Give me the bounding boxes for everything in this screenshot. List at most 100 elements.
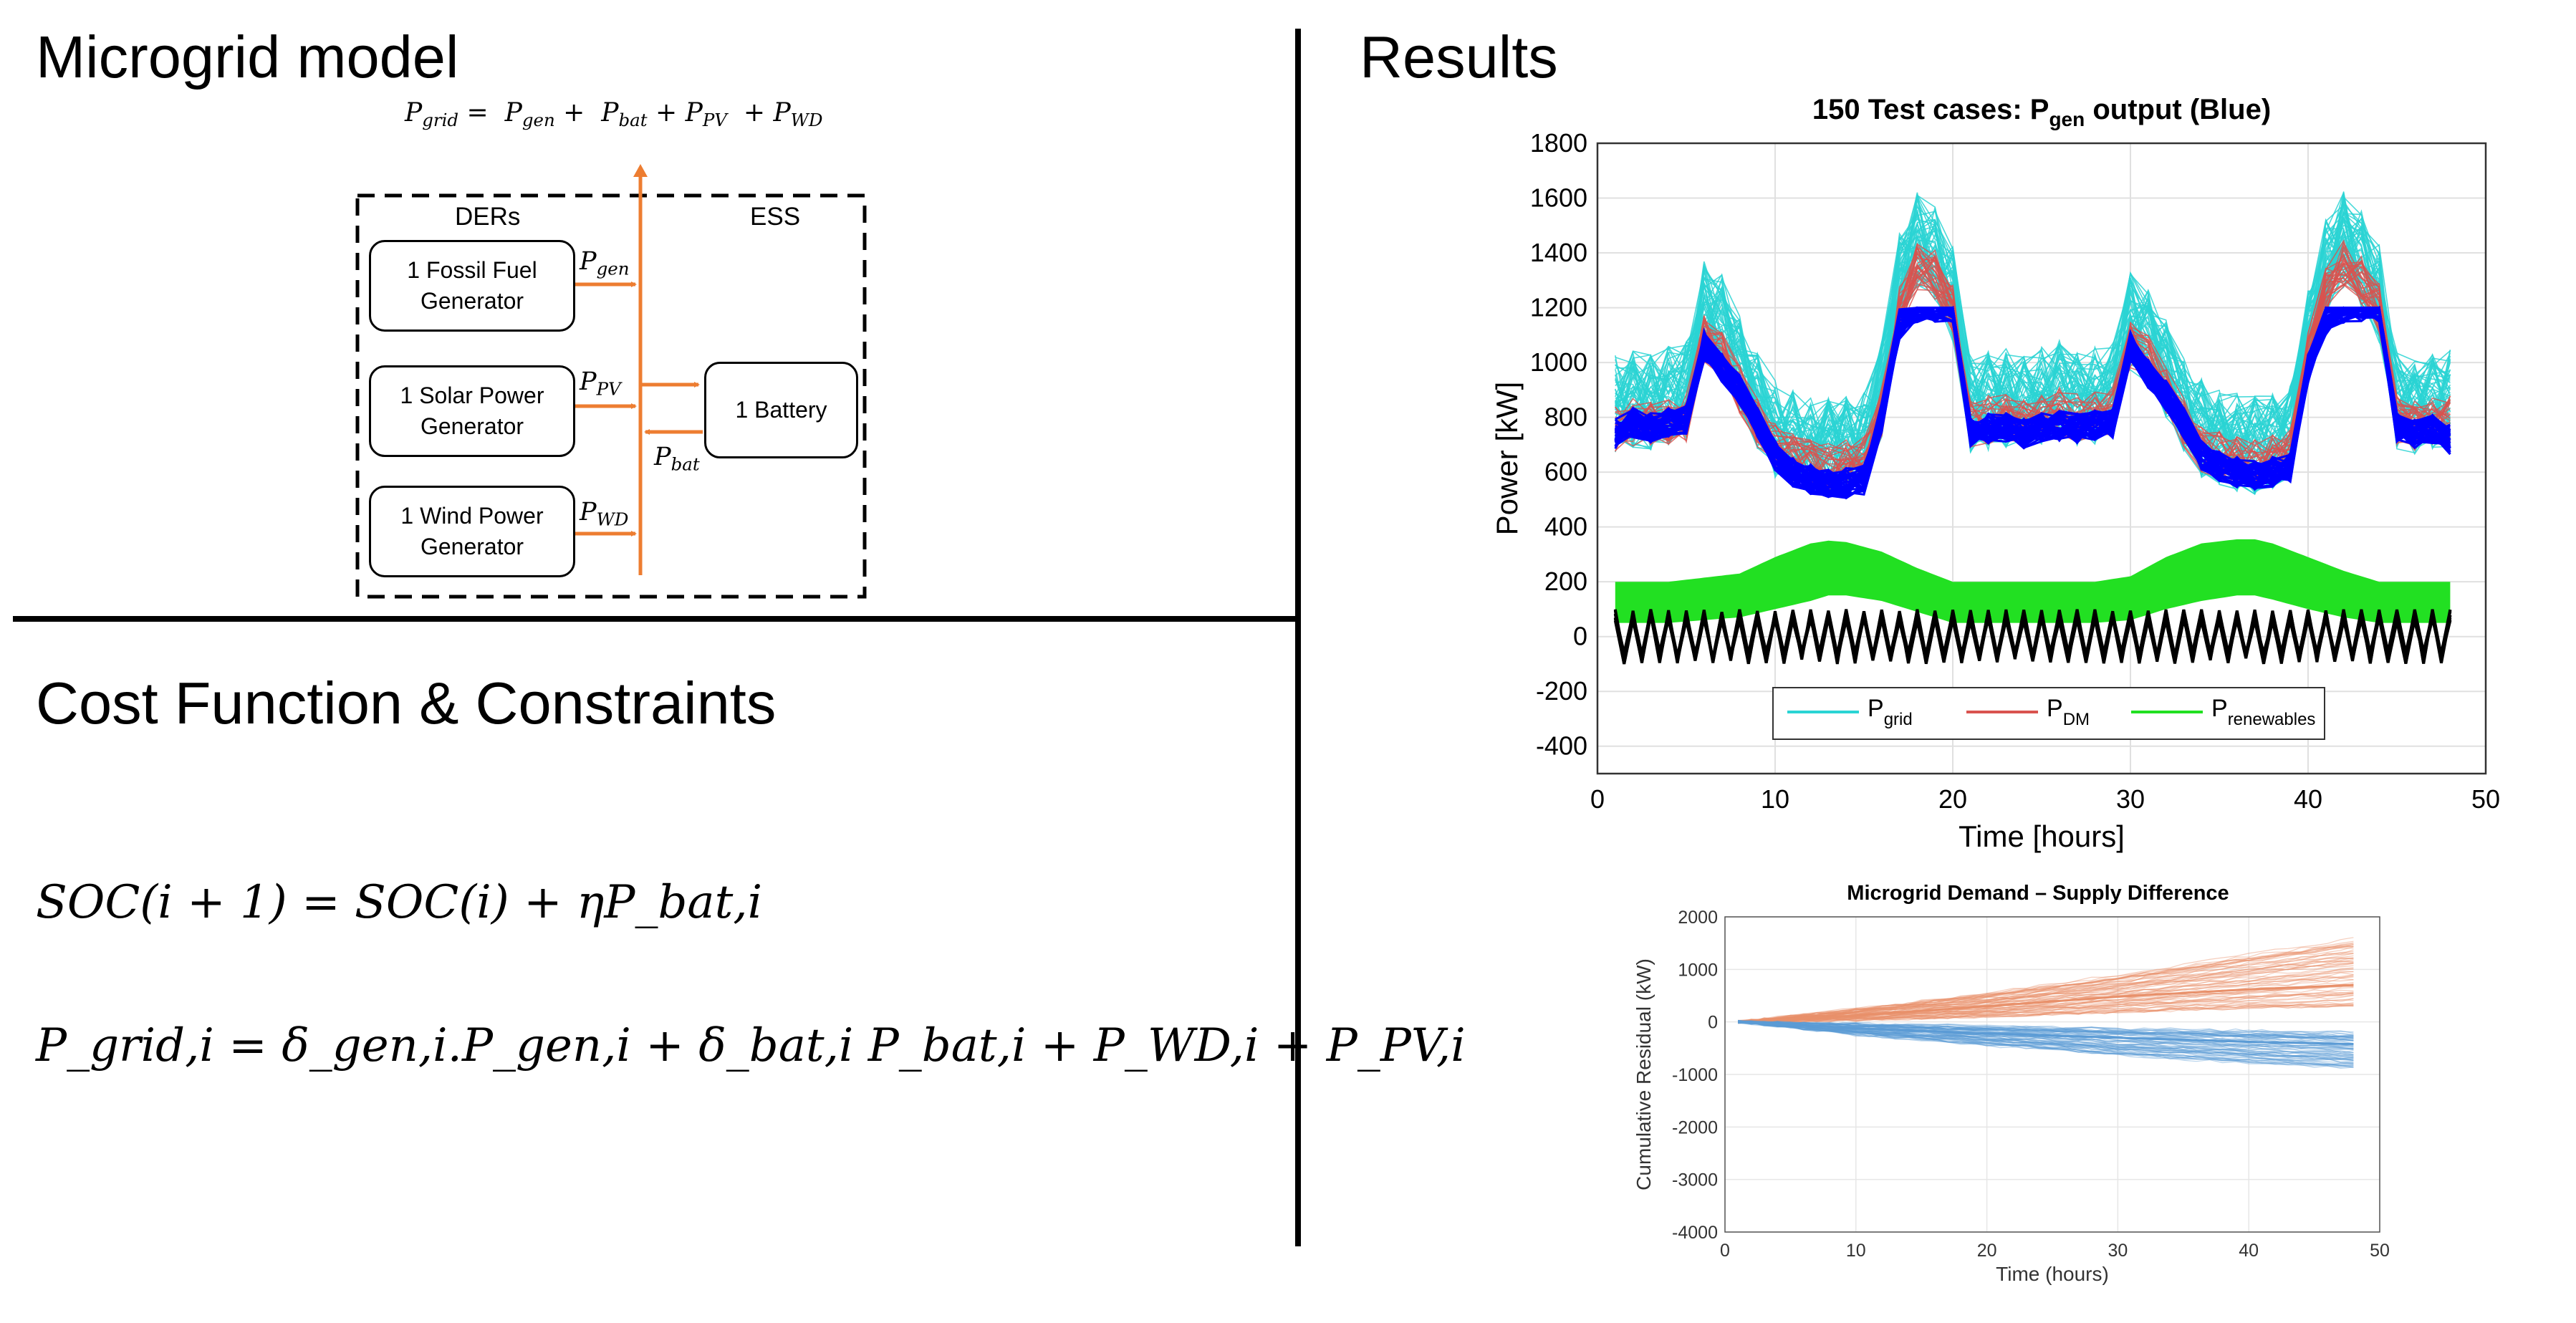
negative-residual-line: [1738, 1020, 2354, 1068]
y-tick-label: 1200: [1530, 293, 1587, 322]
x-tick-label: 0: [1720, 1241, 1730, 1261]
negative-residual-line: [1738, 1021, 2354, 1033]
y-tick-label: 1000: [1678, 960, 1718, 980]
positive-residual-line: [1738, 949, 2354, 1024]
chart-title-sub: gen: [2049, 108, 2085, 130]
pgen-output-chart: 150 Test cases: Pgen output (Blue) 0 10 20 3…: [1490, 94, 2500, 853]
negative-residual-line: [1738, 1021, 2354, 1040]
positive-residual-line: [1738, 995, 2354, 1023]
positive-residual-line: [1738, 962, 2354, 1024]
negative-residual-line: [1738, 1020, 2354, 1062]
negative-residual-line: [1738, 1021, 2354, 1066]
positive-residual-line: [1738, 946, 2354, 1024]
negative-residual-line: [1738, 1019, 2354, 1060]
positive-residual-line: [1738, 991, 2354, 1023]
legend-entry-sub: grid: [1884, 710, 1913, 729]
x-tick-label: 50: [2370, 1241, 2390, 1261]
positive-residual-line: [1738, 963, 2354, 1023]
y-tick-label: -3000: [1672, 1170, 1718, 1190]
positive-residual-mean: [1738, 983, 2354, 1024]
positive-residual-line: [1738, 1002, 2354, 1023]
negative-residual-line: [1738, 1021, 2354, 1051]
legend-entry-name: P: [1868, 695, 1884, 722]
positive-residual-line: [1738, 948, 2354, 1022]
negative-residual-line: [1738, 1020, 2354, 1062]
y-axis-label: Cumulative Residual (kW): [1633, 958, 1655, 1190]
pgrid-equation: P_grid,i = δ_gen,i.P_gen,i + δ_bat,i P_b…: [36, 1019, 1466, 1072]
positive-residual-line: [1738, 1005, 2354, 1024]
positive-residual-line: [1738, 1004, 2354, 1023]
grid-output-arrowhead: [633, 164, 648, 177]
positive-residual-line: [1738, 1004, 2354, 1024]
negative-residual-line: [1738, 1020, 2354, 1039]
chart-title: 150 Test cases: Pgen output (Blue): [1812, 94, 2271, 130]
axes-box: [1724, 916, 2380, 1233]
x-tick-label: 50: [2471, 784, 2500, 814]
negative-residual-line: [1738, 1019, 2354, 1039]
y-tick-label: 2000: [1678, 908, 1718, 928]
p-gen-line: [1614, 307, 2451, 500]
y-tick-label: -1000: [1672, 1065, 1718, 1085]
negative-residual-line: [1738, 1021, 2354, 1069]
positive-residual-line: [1738, 993, 2354, 1023]
negative-residual-line: [1738, 1020, 2354, 1041]
vertical-divider: [1295, 29, 1301, 1246]
y-tick-label: 800: [1544, 403, 1587, 432]
negative-residual-line: [1738, 1021, 2354, 1049]
positive-residual-line: [1738, 963, 2354, 1021]
heading-results: Results: [1360, 24, 1558, 90]
positive-residual-line: [1738, 942, 2354, 1024]
negative-residual-line: [1738, 1020, 2354, 1059]
negative-residual-line: [1738, 1021, 2354, 1061]
legend-entry-sub: renewables: [2228, 710, 2316, 729]
chart-title-suffix: output (Blue): [2085, 94, 2271, 125]
positive-residual-line: [1738, 940, 2354, 1022]
chart-title-text: 150 Test cases: P: [1812, 94, 2049, 125]
diagram-lines: [355, 164, 867, 599]
negative-residual-line: [1738, 1020, 2354, 1056]
negative-residual-line: [1738, 1021, 2354, 1054]
negative-residual-line: [1738, 1021, 2354, 1057]
positive-residual-line: [1738, 1003, 2354, 1023]
enclosure-dashed-border: [355, 193, 867, 599]
negative-residual-line: [1738, 1021, 2354, 1039]
positive-residual-line: [1738, 958, 2354, 1023]
positive-residual-line: [1738, 953, 2354, 1022]
negative-residual-line: [1738, 1021, 2354, 1036]
negative-residual-line: [1738, 1021, 2354, 1039]
negative-residual-line: [1738, 1020, 2354, 1041]
positive-residual-line: [1738, 1004, 2354, 1024]
y-tick-label: 400: [1544, 512, 1587, 542]
x-tick-label: 20: [1938, 784, 1967, 814]
positive-residual-line: [1738, 946, 2354, 1023]
heading-cost-function: Cost Function & Constraints: [36, 670, 777, 736]
negative-residual-line: [1738, 1022, 2354, 1067]
negative-residual-line: [1738, 1021, 2354, 1061]
p-gen-label: Pgen: [580, 247, 630, 279]
positive-residual-line: [1738, 937, 2354, 1022]
negative-residual-mean: [1738, 1021, 2354, 1045]
negative-residual-line: [1738, 1021, 2354, 1058]
solar-generator-box: 1 Solar Power Generator: [369, 365, 575, 457]
p-pv-label: PPV: [580, 367, 621, 400]
positive-residual-line: [1738, 962, 2354, 1023]
positive-residual-line: [1738, 984, 2354, 1024]
negative-residual-line: [1738, 1021, 2354, 1059]
ess-label: ESS: [750, 203, 801, 231]
y-tick-label: -4000: [1672, 1223, 1718, 1243]
y-tick-label: 600: [1544, 457, 1587, 486]
fossil-generator-box: 1 Fossil Fuel Generator: [369, 240, 575, 332]
negative-residual-line: [1738, 1021, 2354, 1037]
positive-residual-line: [1738, 944, 2354, 1023]
negative-residual-line: [1738, 1022, 2354, 1067]
y-tick-label: -2000: [1672, 1117, 1718, 1137]
negative-residual-line: [1738, 1021, 2354, 1037]
negative-residual-line: [1738, 1022, 2354, 1063]
x-axis-label: Time (hours): [1996, 1263, 2109, 1285]
microgrid-diagram: DERs ESS 1 Fossil Fuel Generator 1 Solar…: [355, 161, 885, 605]
positive-residual-line: [1738, 961, 2354, 1022]
negative-residual-line: [1738, 1021, 2354, 1039]
chart-title: Microgrid Demand – Supply Difference: [1847, 882, 2229, 905]
negative-residual-line: [1738, 1021, 2354, 1034]
y-tick-label: 1800: [1530, 128, 1587, 158]
